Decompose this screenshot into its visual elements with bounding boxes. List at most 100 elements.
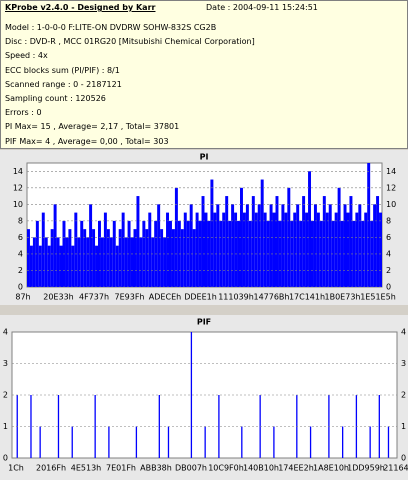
x-tick-label: ABB38h — [140, 464, 172, 473]
bar — [38, 245, 42, 287]
info-line: PI Max= 15 , Average= 2,17 , Total= 3780… — [5, 122, 180, 132]
bar — [231, 204, 235, 287]
y-tick-label-right: 14 — [386, 167, 396, 176]
bar — [228, 220, 232, 287]
y-tick-label: 0 — [18, 283, 23, 292]
chart-title: PIF — [197, 318, 211, 327]
bar — [100, 237, 104, 287]
bar — [130, 237, 134, 287]
bar — [340, 220, 344, 287]
y-tick-label: 3 — [3, 359, 8, 368]
bar — [103, 212, 107, 287]
bar — [57, 395, 60, 458]
bar — [319, 220, 323, 287]
bar — [148, 212, 152, 287]
bar — [94, 395, 96, 458]
bar — [367, 163, 371, 287]
y-tick-label-right: 3 — [401, 359, 406, 368]
bar — [281, 204, 285, 287]
info-line: Disc : DVD-R , MCC 01RG20 [Mitsubishi Ch… — [5, 37, 255, 47]
bar — [269, 204, 273, 287]
x-tick-label: 7E01Fh — [106, 464, 136, 473]
bar — [133, 229, 137, 287]
bar — [145, 229, 149, 287]
info-line: Speed : 4x — [5, 51, 48, 61]
bar — [74, 212, 78, 287]
bar — [71, 245, 75, 287]
bar — [251, 196, 255, 287]
bar — [92, 229, 96, 287]
y-tick-label: 6 — [18, 233, 23, 242]
y-tick-label-right: 8 — [386, 216, 391, 225]
x-tick-label: 10C9F0h — [208, 464, 244, 473]
bar — [273, 426, 275, 458]
bar — [169, 220, 172, 287]
bar — [136, 196, 140, 287]
bar — [118, 229, 122, 287]
bar — [241, 426, 243, 458]
y-tick-label: 0 — [3, 454, 8, 463]
bar — [157, 204, 161, 287]
info-panel: KProbe v2.4.0 - Designed by Karr Date : … — [0, 0, 408, 149]
y-tick-label: 4 — [3, 328, 8, 337]
pi-chart: PI 0 0 2 2 4 4 6 6 8 8 10 10 12 12 14 14 87h 20E33h 4F737h 7… — [0, 150, 408, 305]
bar — [213, 212, 217, 287]
bar — [171, 229, 175, 287]
bar — [275, 196, 279, 287]
x-tick-label: 174EE2h — [278, 464, 314, 473]
bar — [158, 395, 160, 458]
bar — [302, 196, 306, 287]
bar — [263, 212, 267, 287]
bar — [272, 212, 276, 287]
x-tick-label: DB007h — [175, 464, 207, 473]
y-tick-label: 12 — [13, 183, 23, 192]
bar — [56, 237, 60, 287]
bar — [364, 212, 368, 287]
bar — [313, 204, 317, 287]
y-tick-label: 1 — [3, 422, 8, 431]
bar — [216, 204, 220, 287]
bar — [68, 229, 72, 287]
y-tick-label-right: 4 — [386, 249, 391, 258]
bar — [166, 212, 169, 287]
x-tick-label: 140B10h — [243, 464, 279, 473]
bar — [95, 245, 98, 287]
bar — [204, 426, 206, 458]
bar — [151, 237, 155, 287]
bar — [32, 237, 36, 287]
y-tick-label-right: 2 — [386, 266, 391, 275]
bar — [89, 204, 93, 287]
bar — [167, 426, 170, 458]
y-tick-label: 8 — [18, 216, 23, 225]
bar — [71, 426, 73, 458]
bar — [369, 426, 371, 458]
bar — [59, 245, 63, 287]
y-tick-label-right: 6 — [386, 233, 391, 242]
bar — [109, 237, 113, 287]
bar — [331, 220, 335, 287]
bar — [342, 426, 344, 458]
bar — [284, 212, 288, 287]
bar — [35, 220, 39, 287]
bar — [225, 196, 229, 287]
bar — [115, 245, 119, 287]
bar — [316, 212, 320, 287]
bar — [163, 237, 167, 287]
bar — [86, 237, 90, 287]
bar — [254, 212, 258, 287]
bar — [309, 426, 312, 458]
bar — [308, 171, 311, 287]
bar — [195, 212, 199, 287]
y-tick-label: 2 — [3, 391, 8, 400]
bar — [204, 212, 208, 287]
x-tick-label: 20E33h — [43, 293, 73, 302]
bar — [322, 196, 326, 287]
pif-chart: PIF 0 0 1 1 2 2 3 3 4 4 1Ch 2016Fh 4E513h 7E01Fh ABB38h… — [0, 315, 408, 480]
bar — [29, 245, 33, 287]
bar — [293, 212, 297, 287]
y-tick-label-right: 0 — [401, 454, 406, 463]
bar — [127, 220, 131, 287]
info-line: Errors : 0 — [5, 108, 42, 118]
x-tick-label: 1B0E73h — [325, 293, 361, 302]
